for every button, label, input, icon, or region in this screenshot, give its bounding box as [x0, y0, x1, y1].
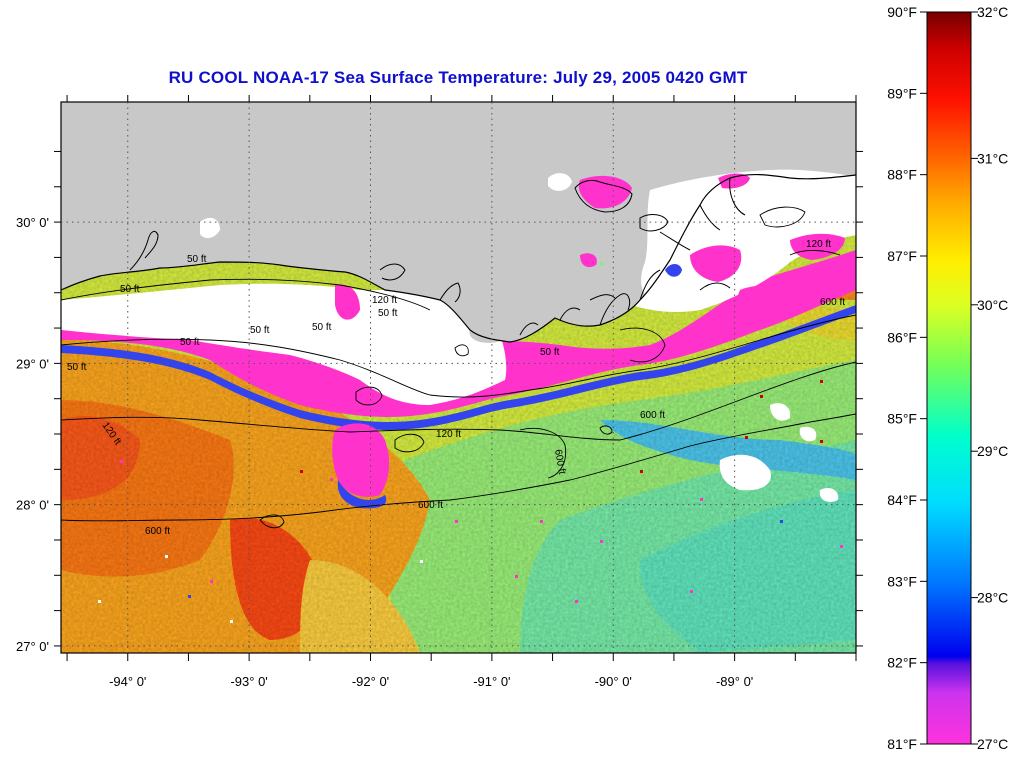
contour-label: 600 ft [820, 297, 845, 308]
lon-label: -91° 0' [473, 674, 510, 689]
contour-label: 50 ft [250, 325, 270, 336]
contour-label: 600 ft [418, 500, 443, 511]
colorbar-label-c: 28°C [977, 590, 1008, 606]
longitude-labels: -94° 0' -93° 0' -92° 0' -91° 0' -90° 0' -89° … [109, 674, 753, 689]
contour-label: 120 ft [436, 429, 461, 440]
axis-ticks [54, 95, 863, 661]
graticule [61, 102, 856, 653]
colorbar-label-c: 32°C [977, 4, 1008, 20]
lon-label: -89° 0' [716, 674, 753, 689]
map-title: RU COOL NOAA-17 Sea Surface Temperature:… [168, 68, 748, 87]
colorbar-label-f: 86°F [887, 329, 917, 345]
lat-label: 28° 0' [16, 498, 49, 513]
colorbar-label-f: 82°F [887, 655, 917, 671]
contour-label: 600 ft [145, 526, 170, 537]
contour-label: 50 ft [120, 284, 140, 295]
contour-label: 50 ft [540, 347, 560, 358]
lat-label: 29° 0' [16, 356, 49, 371]
contour-label: 50 ft [312, 322, 332, 333]
lon-label: -92° 0' [352, 674, 389, 689]
contour-label: 600 ft [640, 410, 665, 421]
colorbar-label-f: 87°F [887, 248, 917, 264]
contour-label: 50 ft [187, 254, 207, 265]
colorbar-gradient [926, 11, 972, 745]
lon-label: -93° 0' [230, 674, 267, 689]
contour-label: 50 ft [378, 308, 398, 319]
colorbar: 90°F 89°F 88°F 87°F 86°F 85°F 84°F 83°F 82°F 81°F… [887, 4, 1008, 752]
contour-label: 120 ft [372, 295, 397, 306]
colorbar-label-c: 29°C [977, 443, 1008, 459]
colorbar-label-c: 27°C [977, 736, 1008, 752]
colorbar-label-f: 83°F [887, 573, 917, 589]
data-speckles [98, 262, 843, 623]
lat-label: 30° 0' [16, 215, 49, 230]
colorbar-label-f: 84°F [887, 492, 917, 508]
contour-120ft [61, 314, 856, 398]
lon-label: -94° 0' [109, 674, 146, 689]
cold-shelf-band [61, 250, 856, 417]
colorbar-label-f: 85°F [887, 411, 917, 427]
colorbar-label-f: 89°F [887, 85, 917, 101]
contour-label: 120 ft [806, 239, 831, 250]
colorbar-label-c: 30°C [977, 297, 1008, 313]
colorbar-label-f: 88°F [887, 167, 917, 183]
map-frame [60, 101, 857, 654]
coastline [61, 173, 856, 343]
lat-label: 27° 0' [16, 639, 49, 654]
colorbar-label-f: 81°F [887, 736, 917, 752]
contour-label: 50 ft [67, 362, 87, 373]
colorbar-label-f: 90°F [887, 4, 917, 20]
contour-label: 600 ft [552, 449, 567, 476]
latitude-labels: 30° 0' 29° 0' 28° 0' 27° 0' [16, 215, 49, 654]
map-area [61, 102, 856, 653]
cloud-cover [61, 283, 507, 405]
contour-600ft [61, 413, 856, 522]
lon-label: -90° 0' [595, 674, 632, 689]
colorbar-label-c: 31°C [977, 150, 1008, 166]
contour-label: 50 ft [180, 337, 200, 348]
